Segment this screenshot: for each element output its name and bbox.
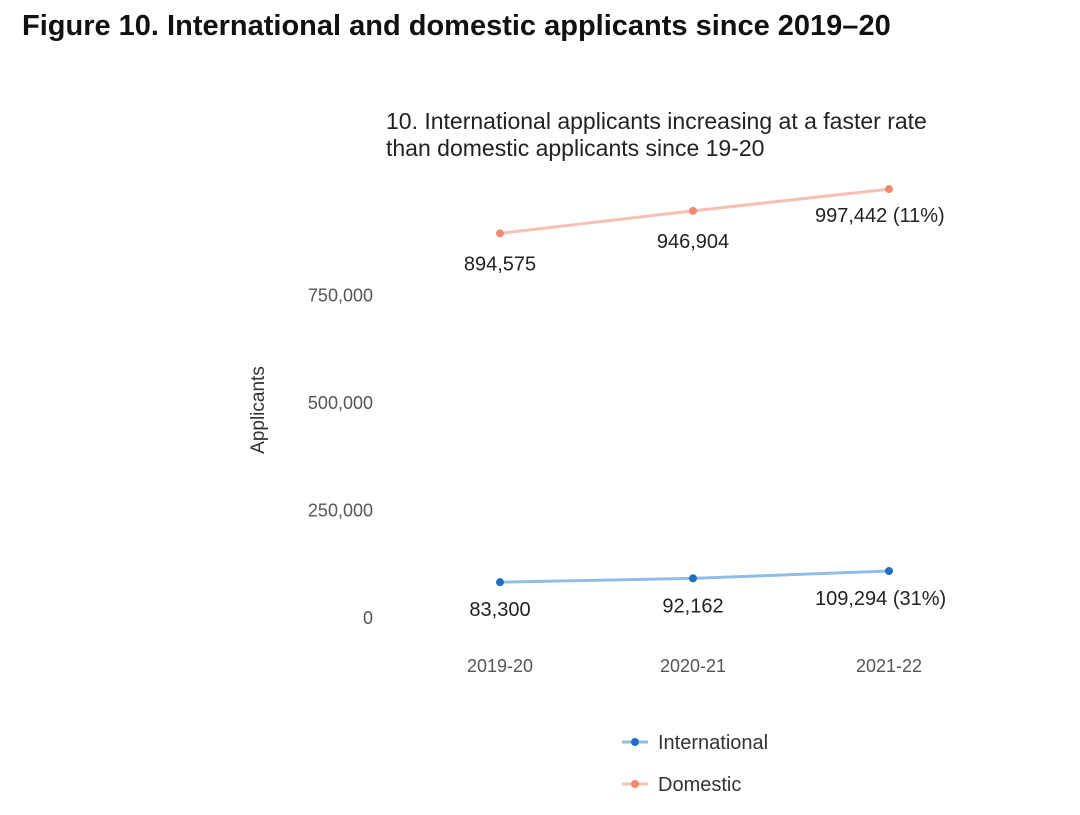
legend-marker [631,780,639,788]
data-point [496,229,504,238]
data-label: 83,300 [469,599,530,621]
data-point [885,567,893,576]
y-axis-title: Applicants [248,366,269,454]
x-axis-ticks: 2019-20 2020-21 2021-22 [467,656,922,676]
series-international: 83,300 92,162 109,294 (31%) [469,567,946,621]
y-tick-label: 250,000 [308,501,373,521]
legend-marker [631,738,639,746]
data-label: 997,442 (11%) [815,205,945,227]
series-domestic: 894,575 946,904 997,442 (11%) [464,185,945,275]
legend-label: Domestic [658,774,741,796]
series-layer: 83,300 92,162 109,294 (31%) 894,575 946,904 9… [464,185,946,621]
x-tick-label: 2021-22 [856,656,922,676]
legend-item-international: International [622,732,768,754]
data-point [496,578,504,587]
data-point [689,574,697,583]
x-tick-label: 2019-20 [467,656,533,676]
legend-label: International [658,732,768,754]
data-point [885,185,893,194]
legend-item-domestic: Domestic [622,774,741,796]
data-label: 92,162 [662,595,723,617]
chart-title: 10. International applicants increasing … [386,108,927,161]
legend: International Domestic [622,732,768,796]
y-tick-label: 750,000 [308,286,373,306]
data-label: 894,575 [464,253,536,275]
y-tick-label: 0 [363,608,373,628]
data-label: 109,294 (31%) [815,588,946,610]
data-point [689,206,697,215]
y-tick-label: 500,000 [308,393,373,413]
x-tick-label: 2020-21 [660,656,726,676]
figure-title: Figure 10. International and domestic ap… [22,10,891,42]
y-axis-ticks: 0 250,000 500,000 750,000 [308,286,373,629]
data-label: 946,904 [657,231,729,253]
